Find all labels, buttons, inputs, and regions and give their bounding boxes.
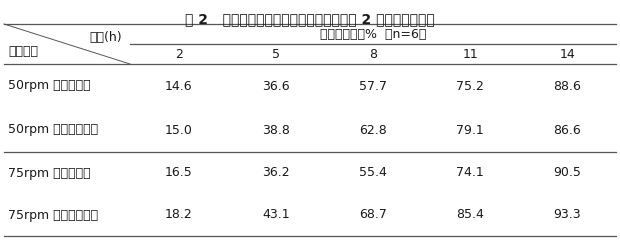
Text: 75rpm 本发明制剂: 75rpm 本发明制剂: [8, 167, 91, 180]
Text: 平均释放度，%  （n=6）: 平均释放度，% （n=6）: [320, 28, 426, 41]
Text: 75.2: 75.2: [456, 79, 484, 92]
Text: 14: 14: [559, 48, 575, 60]
Text: 38.8: 38.8: [262, 124, 290, 137]
Text: 43.1: 43.1: [262, 209, 290, 222]
Text: 55.4: 55.4: [359, 167, 387, 180]
Text: 15.0: 15.0: [165, 124, 193, 137]
Text: 93.3: 93.3: [554, 209, 581, 222]
Text: 88.6: 88.6: [554, 79, 582, 92]
Text: 18.2: 18.2: [165, 209, 192, 222]
Text: 50rpm 本发明制剂: 50rpm 本发明制剂: [8, 79, 91, 92]
Text: 74.1: 74.1: [456, 167, 484, 180]
Text: 14.6: 14.6: [165, 79, 192, 92]
Text: 79.1: 79.1: [456, 124, 484, 137]
Text: 8: 8: [369, 48, 377, 60]
Text: 50rpm 基质型缓释片: 50rpm 基质型缓释片: [8, 124, 98, 137]
Text: 样品名称: 样品名称: [8, 45, 38, 58]
Text: 表 2   不同转速下本发明制剂与对比实施例 2 释放度对比研究: 表 2 不同转速下本发明制剂与对比实施例 2 释放度对比研究: [185, 12, 435, 26]
Text: 57.7: 57.7: [359, 79, 387, 92]
Text: 62.8: 62.8: [359, 124, 387, 137]
Text: 36.6: 36.6: [262, 79, 290, 92]
Text: 90.5: 90.5: [554, 167, 582, 180]
Text: 5: 5: [272, 48, 280, 60]
Text: 2: 2: [175, 48, 182, 60]
Text: 85.4: 85.4: [456, 209, 484, 222]
Text: 时间(h): 时间(h): [89, 31, 122, 44]
Text: 16.5: 16.5: [165, 167, 192, 180]
Text: 36.2: 36.2: [262, 167, 290, 180]
Text: 86.6: 86.6: [554, 124, 582, 137]
Text: 11: 11: [463, 48, 478, 60]
Text: 68.7: 68.7: [359, 209, 387, 222]
Text: 75rpm 基质型缓释片: 75rpm 基质型缓释片: [8, 209, 98, 222]
